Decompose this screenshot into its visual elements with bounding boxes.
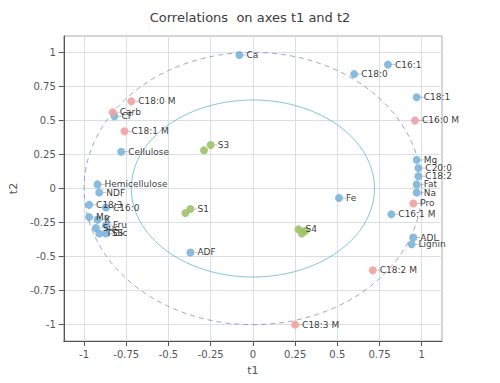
svg-text:-1: -1	[46, 319, 56, 330]
svg-text:NDF: NDF	[106, 188, 125, 198]
svg-text:0.25: 0.25	[34, 149, 56, 160]
svg-text:0.5: 0.5	[329, 349, 345, 360]
svg-text:-0.25: -0.25	[30, 217, 56, 228]
svg-text:0.5: 0.5	[40, 115, 56, 126]
svg-text:Carb: Carb	[120, 107, 141, 117]
svg-text:Fe: Fe	[346, 193, 357, 203]
svg-text:Glc: Glc	[113, 228, 127, 238]
svg-text:Ca: Ca	[246, 50, 258, 60]
svg-text:-0.5: -0.5	[159, 349, 179, 360]
svg-text:S4: S4	[305, 224, 317, 234]
svg-text:0.75: 0.75	[368, 349, 390, 360]
svg-text:Fat: Fat	[423, 179, 438, 190]
svg-text:ADL: ADL	[420, 232, 439, 243]
svg-text:C18:3 M: C18:3 M	[302, 320, 339, 330]
svg-text:C18:0 M: C18:0 M	[138, 96, 175, 106]
svg-text:-0.75: -0.75	[113, 349, 139, 360]
svg-text:0: 0	[250, 349, 256, 360]
svg-text:C18:2: C18:2	[425, 171, 452, 182]
svg-text:0.75: 0.75	[34, 81, 56, 92]
svg-text:C16:0: C16:0	[113, 203, 140, 213]
svg-text:K: K	[104, 214, 111, 225]
svg-text:Fru: Fru	[113, 220, 127, 231]
svg-text:-0.25: -0.25	[198, 349, 224, 360]
svg-text:C16:1 M: C16:1 M	[398, 209, 435, 219]
svg-text:S1: S1	[197, 204, 208, 214]
svg-text:Lignin: Lignin	[419, 239, 446, 249]
svg-text:0.25: 0.25	[284, 349, 306, 360]
svg-text:1: 1	[49, 47, 55, 58]
svg-text:1: 1	[419, 349, 425, 360]
svg-text:Pro: Pro	[420, 198, 435, 208]
svg-text:Mg: Mg	[423, 154, 438, 165]
svg-text:C16:0 M: C16:0 M	[422, 115, 459, 125]
svg-text:Mn: Mn	[96, 212, 110, 223]
svg-text:C18:2 M: C18:2 M	[380, 265, 417, 275]
svg-text:Na: Na	[424, 188, 436, 198]
svg-text:0: 0	[49, 183, 55, 194]
svg-text:t2: t2	[7, 183, 20, 194]
svg-text:ADF: ADF	[197, 247, 215, 257]
svg-text:C18:0: C18:0	[361, 69, 388, 79]
svg-text:-1: -1	[79, 349, 89, 360]
svg-text:S3: S3	[218, 140, 229, 150]
svg-text:t1: t1	[247, 364, 258, 377]
svg-text:C18:3: C18:3	[96, 199, 123, 210]
svg-text:Hemicellulose: Hemicellulose	[104, 179, 168, 190]
svg-text:Correlations on axes t1 and t: Correlations on axes t1 and t2	[150, 10, 351, 25]
svg-text:C20:0: C20:0	[425, 163, 452, 174]
svg-text:C16:1: C16:1	[395, 60, 422, 70]
svg-text:Cellulose: Cellulose	[128, 147, 169, 157]
svg-text:C18:1: C18:1	[424, 92, 451, 102]
svg-text:C18:1 M: C18:1 M	[132, 126, 169, 136]
svg-text:-0.75: -0.75	[30, 285, 56, 296]
svg-text:-0.5: -0.5	[36, 251, 56, 262]
